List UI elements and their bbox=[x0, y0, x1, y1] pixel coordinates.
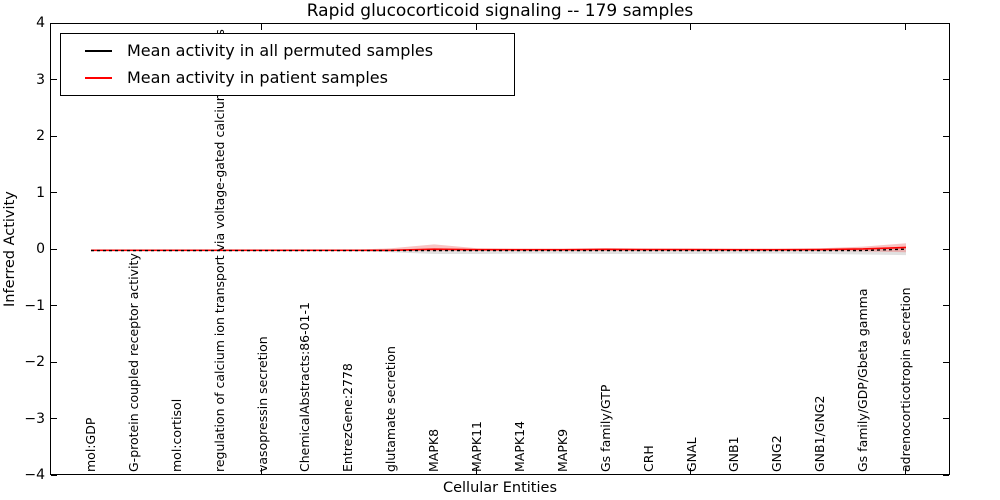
x-tick-top bbox=[690, 24, 692, 30]
y-tick-left bbox=[51, 474, 57, 476]
legend-box: Mean activity in all permuted samples Me… bbox=[60, 33, 515, 96]
plot-area bbox=[50, 23, 950, 475]
x-tick-bottom bbox=[475, 468, 477, 474]
x-tick-top bbox=[475, 24, 477, 30]
series-line-patient bbox=[91, 246, 907, 252]
legend-entry-patient: Mean activity in patient samples bbox=[61, 68, 514, 88]
y-tick-left bbox=[51, 305, 57, 306]
y-tick-label-−3: −3 bbox=[24, 410, 45, 427]
y-tick-right bbox=[943, 418, 949, 419]
legend-label: Mean activity in all permuted samples bbox=[127, 40, 434, 60]
y-tick-left bbox=[51, 361, 57, 363]
y-tick-label-−2: −2 bbox=[24, 354, 45, 370]
y-tick-right bbox=[943, 79, 949, 80]
y-tick-right bbox=[943, 192, 949, 193]
y-tick-label-3: 3 bbox=[36, 71, 45, 88]
y-tick-label-2: 2 bbox=[36, 128, 45, 144]
y-tick-label-−4: −4 bbox=[24, 467, 45, 483]
y-tick-left bbox=[51, 418, 57, 419]
y-tick-label-0: 0 bbox=[36, 241, 45, 257]
chart-title: Rapid glucocorticoid signaling -- 179 sa… bbox=[306, 1, 694, 21]
y-tick-right bbox=[943, 474, 949, 476]
y-tick-right bbox=[943, 305, 949, 306]
y-tick-label-4: 4 bbox=[36, 15, 45, 31]
y-tick-left bbox=[51, 79, 57, 80]
legend-entry-permuted: Mean activity in all permuted samples bbox=[61, 41, 514, 61]
y-tick-right bbox=[943, 22, 949, 24]
y-tick-left bbox=[51, 135, 57, 137]
y-tick-left bbox=[51, 248, 57, 250]
x-tick-top bbox=[261, 24, 263, 30]
y-tick-right bbox=[943, 248, 949, 250]
y-tick-right bbox=[943, 135, 949, 137]
y-tick-right bbox=[943, 361, 949, 363]
x-tick-bottom bbox=[904, 468, 906, 474]
y-tick-label-−1: −1 bbox=[24, 297, 45, 314]
legend-line-sample-black bbox=[85, 49, 112, 52]
x-tick-bottom bbox=[261, 468, 263, 474]
y-tick-left bbox=[51, 192, 57, 193]
x-tick-bottom bbox=[690, 468, 692, 474]
chart-canvas bbox=[91, 243, 907, 256]
legend-line-sample-red bbox=[85, 77, 112, 80]
x-axis-label: Cellular Entities bbox=[442, 480, 558, 496]
y-tick-label-1: 1 bbox=[36, 184, 45, 201]
x-tick-top bbox=[904, 24, 906, 30]
y-tick-left bbox=[51, 22, 57, 24]
series-line-permuted bbox=[91, 248, 907, 252]
legend-label: Mean activity in patient samples bbox=[127, 68, 388, 88]
